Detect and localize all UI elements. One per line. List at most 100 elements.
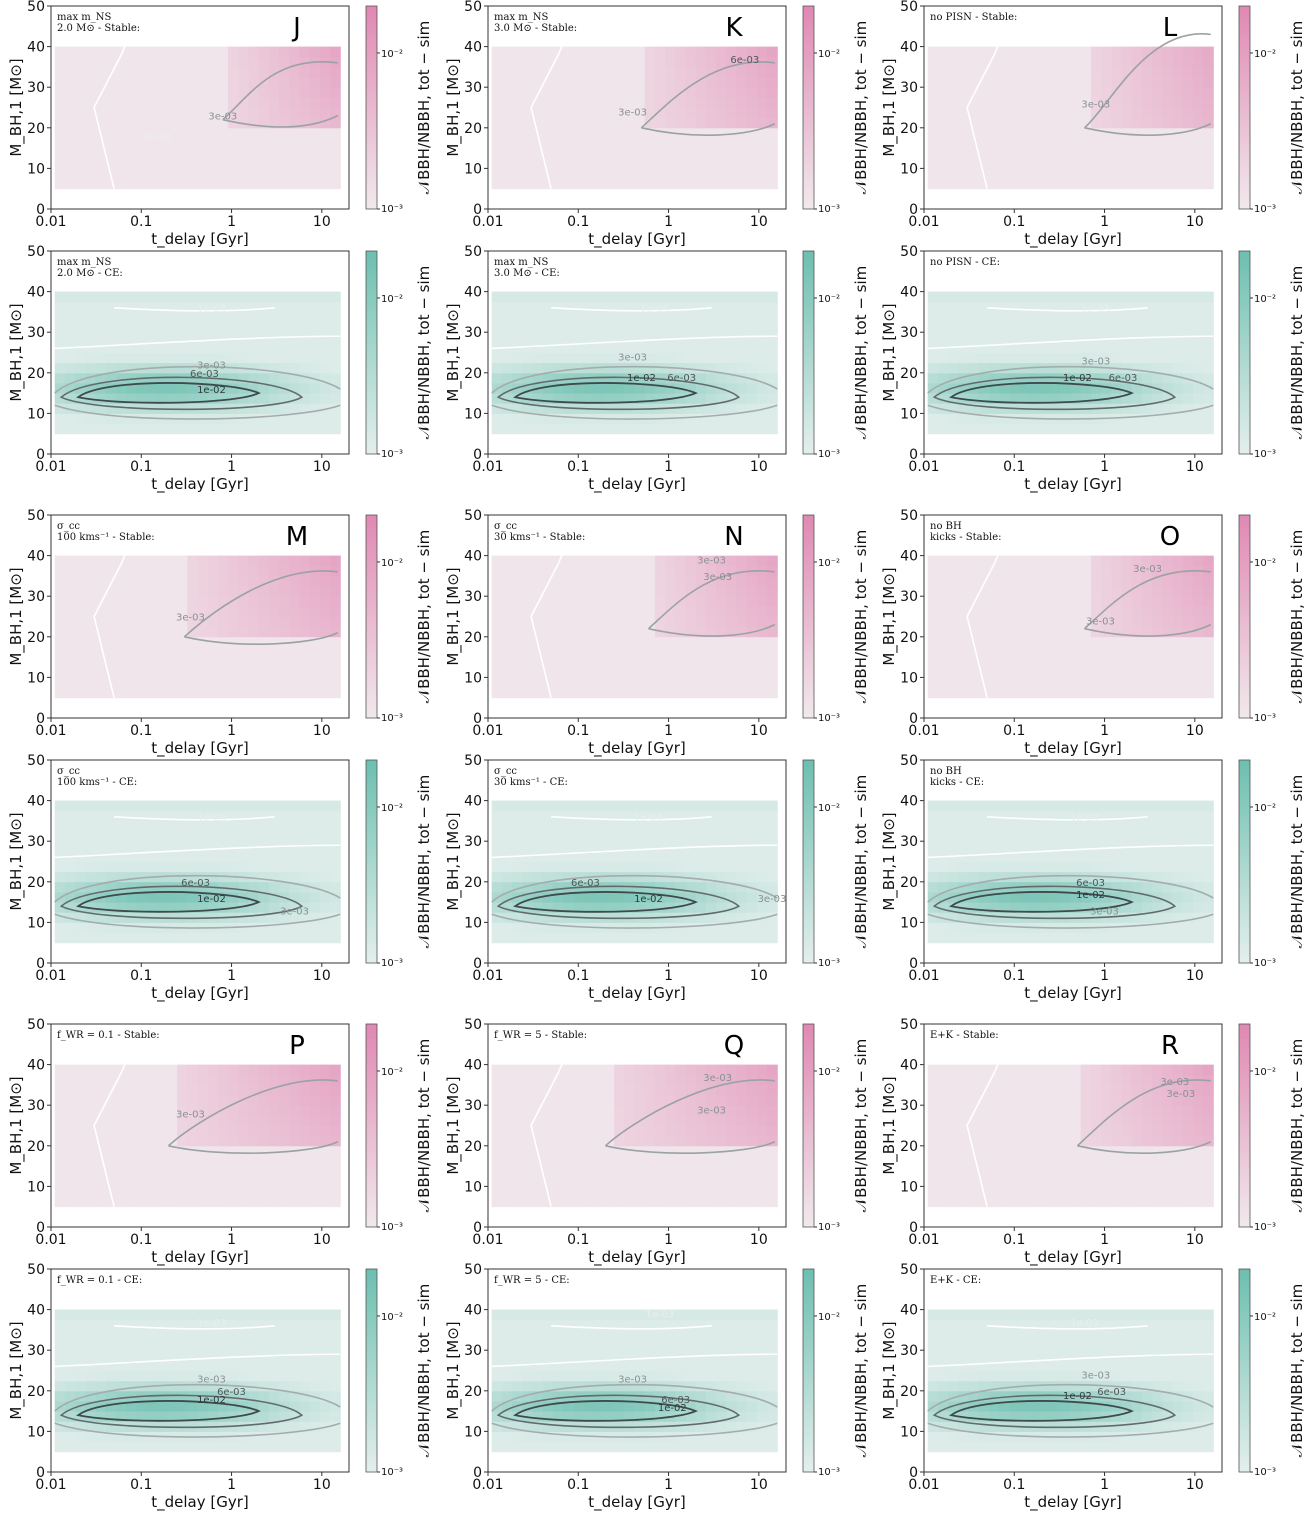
contour-1e-02 [76, 1400, 261, 1422]
contour-label: 3e-03 [1081, 357, 1110, 368]
colorbar-label: 𝒩BBH/NBBH, tot − sim [415, 775, 433, 949]
heatmap-cells [54, 555, 341, 699]
x-tick-label: 10 [313, 1232, 331, 1248]
heatmap-cells [491, 1064, 778, 1208]
y-tick-label: 30 [900, 1343, 918, 1359]
contour-6e-03 [496, 885, 741, 920]
colorbar-tick-label: 10⁻² [818, 1312, 840, 1323]
x-tick-label: 0.01 [35, 1232, 66, 1248]
colorbar [1238, 1023, 1251, 1228]
y-tick-label: 50 [900, 753, 918, 769]
colorbar-tick-label: 10⁻³ [1254, 1467, 1276, 1478]
y-tick-label: 40 [900, 1303, 918, 1319]
x-tick-label: 10 [750, 968, 768, 984]
y-tick-label: 30 [27, 1098, 45, 1114]
contour-label: 1e-03 [640, 304, 669, 315]
colorbar-label: 𝒩BBH/NBBH, tot − sim [852, 1284, 870, 1458]
y-tick-label: 40 [27, 794, 45, 810]
panel-P-stable: 3e-03 0.01 0.1 1 10 0 10 20 30 40 50 t_delay [Gyr] M… [7, 1017, 433, 1267]
colorbar-label: 𝒩BBH/NBBH, tot − sim [415, 530, 433, 704]
y-tick-label: 10 [900, 406, 918, 422]
panel-title-line: 2.0 M⊙ - Stable: [57, 23, 140, 34]
y-tick-label: 20 [464, 630, 482, 646]
x-tick-label: 0.01 [35, 723, 66, 739]
colorbar-tick-label: 10⁻³ [1254, 204, 1276, 215]
contour-label: 6e-03 [190, 369, 219, 380]
x-tick-label: 0.1 [1003, 723, 1025, 739]
x-axis-label: t_delay [Gyr] [151, 1493, 249, 1512]
colorbar-tick-label: 10⁻² [1254, 1312, 1276, 1323]
plot-frame [923, 250, 1223, 455]
colorbar [365, 5, 378, 210]
y-tick-label: 0 [473, 1465, 482, 1481]
colorbar-label: 𝒩BBH/NBBH, tot − sim [852, 775, 870, 949]
panel-title-line: max m_NS [494, 12, 548, 23]
panel-Q-stable: 3e-03 3e-03 0.01 0.1 1 10 0 10 20 30 40 50 t_delay [… [444, 1017, 870, 1267]
x-tick-label: 0.01 [908, 968, 939, 984]
contour-label: 3e-03 [618, 1375, 647, 1386]
colorbar-tick-label: 10⁻³ [818, 204, 840, 215]
contour-label: 3e-03 [1133, 564, 1162, 575]
x-tick-label: 0.01 [472, 214, 503, 230]
y-tick-label: 20 [900, 366, 918, 382]
contour-6e-03 [59, 885, 304, 920]
y-axis-label: M_BH,1 [M⊙] [444, 58, 463, 156]
y-tick-label: 20 [464, 1384, 482, 1400]
x-tick-label: 10 [313, 459, 331, 475]
contour-1e-03 [927, 816, 1214, 859]
y-axis-label: M_BH,1 [M⊙] [444, 1076, 463, 1174]
x-tick-label: 1 [664, 459, 673, 475]
contour-6e-03 [932, 885, 1177, 920]
y-tick-label: 40 [464, 794, 482, 810]
colorbar-label: 𝒩BBH/NBBH, tot − sim [1288, 530, 1306, 704]
colorbar-label: 𝒩BBH/NBBH, tot − sim [415, 1284, 433, 1458]
contour-3e-03 [222, 61, 339, 128]
x-tick-label: 0.01 [472, 1232, 503, 1248]
contour-3e-03 [183, 570, 339, 645]
colorbar-tick-label: 10⁻² [818, 294, 840, 305]
colorbar-tick-label: 10⁻³ [818, 1222, 840, 1233]
colorbar-tick-label: 10⁻³ [381, 204, 403, 215]
contour-label: 3e-03 [758, 894, 787, 905]
y-tick-label: 50 [27, 1017, 45, 1033]
contour-label: 1e-02 [627, 373, 656, 384]
y-tick-label: 0 [909, 202, 918, 218]
x-tick-label: 10 [750, 214, 768, 230]
panel-K-stable: 6e-03 3e-03 0.01 0.1 1 10 0 10 20 30 40 50 t_delay [… [444, 0, 870, 249]
colorbar-tick-label: 10⁻² [381, 294, 403, 305]
y-tick-label: 0 [36, 202, 45, 218]
colorbar-tick-label: 10⁻² [1254, 1067, 1276, 1078]
colorbar [365, 1268, 378, 1473]
x-tick-label: 0.01 [908, 214, 939, 230]
colorbar-label: 𝒩BBH/NBBH, tot − sim [1288, 1039, 1306, 1213]
panel-title-line: 100 kms⁻¹ - CE: [57, 777, 137, 788]
contour-1e-03 [54, 816, 341, 859]
contour-label: 1e-03 [143, 132, 172, 143]
x-axis-label: t_delay [Gyr] [588, 1248, 686, 1267]
y-tick-label: 50 [464, 244, 482, 260]
x-tick-label: 0.1 [567, 968, 589, 984]
contour-3e-03 [927, 874, 1214, 929]
y-tick-label: 50 [464, 1017, 482, 1033]
contour-3e-03 [1083, 33, 1212, 136]
x-tick-label: 0.01 [908, 1232, 939, 1248]
panel-letter: N [724, 522, 743, 552]
y-tick-label: 20 [27, 1384, 45, 1400]
contours [93, 526, 339, 698]
y-tick-label: 30 [464, 325, 482, 341]
plot-frame [50, 5, 350, 210]
x-tick-label: 1 [664, 1232, 673, 1248]
heatmap-cells [927, 555, 1214, 699]
contour-1e-02 [76, 891, 261, 913]
panel-title-line: f_WR = 5 - CE: [494, 1275, 570, 1286]
y-axis-label: M_BH,1 [M⊙] [444, 812, 463, 910]
contour-1e-02 [949, 891, 1134, 913]
y-tick-label: 0 [909, 447, 918, 463]
x-tick-label: 1 [227, 723, 236, 739]
panel-letter: M [286, 522, 308, 552]
heatmap-cells [491, 46, 778, 190]
contour-label: 3e-03 [697, 1105, 726, 1116]
contours [93, 17, 339, 189]
panel-letter: P [289, 1031, 305, 1061]
